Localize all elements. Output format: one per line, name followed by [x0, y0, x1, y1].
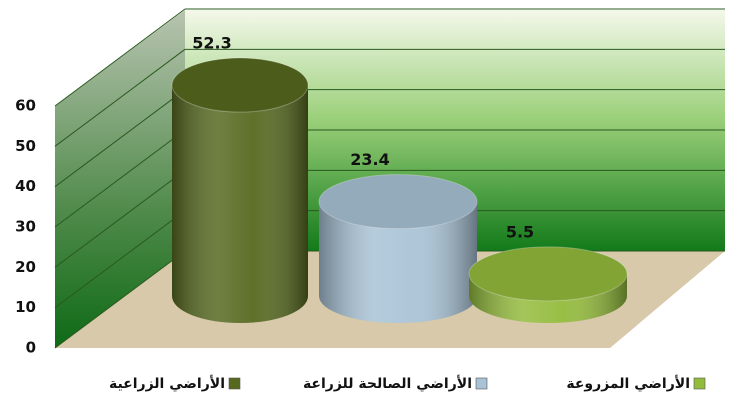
- y-tick-label: 50: [15, 137, 36, 155]
- cylinder-top: [318, 174, 478, 230]
- y-tick-label: 20: [15, 258, 36, 276]
- cylinder-top-shade: [172, 58, 308, 113]
- grid-line: [54, 129, 186, 228]
- grid-line: [54, 48, 186, 147]
- y-tick-label: 0: [26, 339, 36, 357]
- grid-line: [54, 210, 186, 309]
- y-tick-label: 60: [15, 97, 36, 115]
- legend-swatch: [693, 377, 706, 390]
- grid-line: [54, 169, 186, 268]
- y-tick-label: 40: [15, 177, 36, 195]
- grid-line: [54, 89, 186, 188]
- cylinder-top: [171, 57, 309, 113]
- cylinder-shade: [319, 201, 477, 323]
- cylinder-shade: [172, 85, 308, 323]
- grid-line: [54, 250, 186, 349]
- cylinder-top: [468, 246, 628, 302]
- grid-line: [54, 8, 186, 107]
- legend-swatch: [228, 377, 241, 390]
- y-tick-label: 10: [15, 298, 36, 316]
- value-label: 23.4: [350, 150, 389, 169]
- cylinder-top-shade: [469, 246, 627, 301]
- y-tick-label: 30: [15, 218, 36, 236]
- cylinder-top-shade: [319, 174, 477, 229]
- legend-label: الأراضي الصالحة للزراعة: [303, 375, 472, 392]
- value-label: 52.3: [192, 34, 231, 53]
- legend-label: الأراضي الزراعية: [109, 375, 225, 392]
- legend-swatch: [475, 377, 488, 390]
- legend-label: الأراضي المزروعة: [566, 375, 690, 392]
- value-label: 5.5: [506, 222, 534, 241]
